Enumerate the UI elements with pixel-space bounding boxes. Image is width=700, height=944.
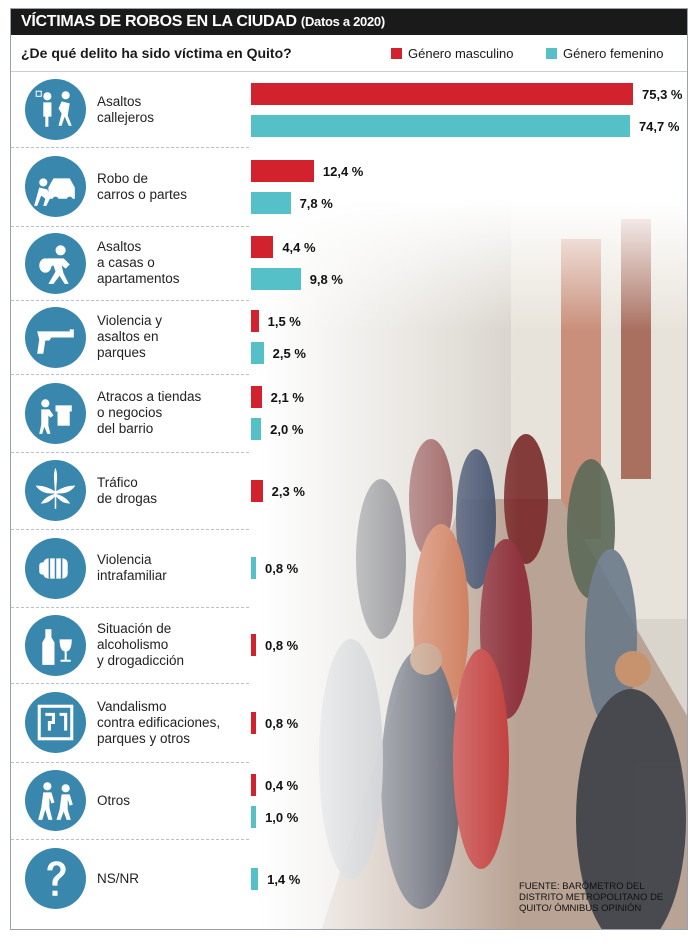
value-label-male: 0,4 %	[265, 778, 299, 793]
chart-row: Violencia y asaltos en parques 1,5 % 2,5 %	[11, 300, 687, 374]
bar-male	[251, 386, 262, 408]
value-label-male: 0,8 %	[265, 638, 299, 653]
value-label-female: 2,5 %	[272, 346, 306, 361]
chart-row: Asaltos a casas o apartamentos 4,4 % 9,8 %	[11, 226, 687, 300]
category-label: Situación de alcoholismo y drogadicción	[97, 621, 185, 668]
burglar-icon	[25, 233, 86, 294]
value-label-male: 2,1 %	[270, 390, 304, 405]
infographic: VÍCTIMAS DE ROBOS EN LA CIUDAD (Datos a …	[10, 8, 688, 930]
row-divider	[11, 607, 249, 608]
bar-male	[251, 236, 274, 258]
value-label-male: 1,5 %	[267, 314, 301, 329]
bar-male	[251, 634, 256, 656]
graffiti-wall-icon	[25, 692, 86, 753]
value-label-male: 2,3 %	[271, 484, 305, 499]
source-note: FUENTE: BARÓMETRO DEL DISTRITO METROPOLI…	[519, 881, 664, 914]
category-label: Robo de carros o partes	[97, 171, 188, 202]
question-row: ¿De qué delito ha sido víctima en Quito?…	[11, 35, 687, 72]
street-crowd-photo	[261, 199, 687, 929]
row-divider	[11, 374, 249, 375]
chart-row: Vandalismo contra edificaciones, parques…	[11, 683, 687, 762]
category-label: Violencia y asaltos en parques	[97, 313, 163, 360]
bar-male	[251, 480, 263, 502]
bar-female	[251, 868, 259, 890]
people-icon	[25, 770, 86, 831]
street-robbery-icon	[25, 79, 86, 140]
question-mark-icon	[25, 848, 86, 909]
category-label: Asaltos callejeros	[97, 94, 155, 125]
title-text: VÍCTIMAS DE ROBOS EN LA CIUDAD	[21, 13, 297, 30]
row-divider	[11, 529, 249, 530]
row-divider	[11, 300, 249, 301]
gun-icon	[25, 307, 86, 368]
fist-icon	[25, 538, 86, 599]
row-divider	[11, 226, 249, 227]
bottle-glass-icon	[25, 615, 86, 676]
chart-row: Atracos a tiendas o negocios del barrio 2…	[11, 374, 687, 452]
bar-female	[251, 115, 630, 137]
row-divider	[11, 762, 249, 763]
value-label-male: 0,8 %	[265, 716, 299, 731]
chart-row: Tráfico de drogas 2,3 %	[11, 452, 687, 529]
cannabis-leaf-icon	[25, 460, 86, 521]
chart-row: Robo de carros o partes 12,4 % 7,8 %	[11, 147, 687, 226]
category-label: NS/NR	[97, 871, 140, 886]
bar-female	[251, 418, 262, 440]
category-label: Violencia intrafamiliar	[97, 552, 167, 583]
chart-row: Situación de alcoholismo y drogadicción 0…	[11, 607, 687, 683]
category-label: Tráfico de drogas	[97, 475, 158, 506]
question-text: ¿De qué delito ha sido víctima en Quito?	[21, 45, 292, 61]
legend-female-swatch	[546, 48, 557, 59]
row-divider	[11, 147, 249, 148]
value-label-female: 1,4 %	[267, 872, 301, 887]
bar-female	[251, 557, 256, 579]
bar-male	[251, 160, 314, 182]
bar-female	[251, 342, 264, 364]
category-label: Vandalismo contra edificaciones, parques…	[97, 699, 221, 746]
value-label-female: 2,0 %	[270, 422, 304, 437]
chart-title: VÍCTIMAS DE ROBOS EN LA CIUDAD (Datos a …	[21, 13, 385, 31]
chart-row: NS/NR 1,4 %	[11, 839, 687, 918]
value-label-female: 74,7 %	[638, 119, 680, 134]
title-subtitle: (Datos a 2020)	[300, 14, 385, 29]
category-label: Atracos a tiendas o negocios del barrio	[97, 389, 202, 436]
legend-female-label: Género femenino	[563, 46, 664, 61]
legend-male-swatch	[391, 48, 402, 59]
bar-male	[251, 774, 256, 796]
value-label-female: 1,0 %	[265, 810, 299, 825]
value-label-female: 0,8 %	[265, 561, 299, 576]
row-divider	[11, 683, 249, 684]
value-label-female: 7,8 %	[299, 196, 333, 211]
category-label: Otros	[97, 793, 131, 808]
category-label: Asaltos a casas o apartamentos	[97, 239, 180, 286]
value-label-male: 4,4 %	[282, 240, 316, 255]
title-bar: VÍCTIMAS DE ROBOS EN LA CIUDAD (Datos a …	[11, 9, 687, 35]
bar-male	[251, 712, 256, 734]
shop-robbery-icon	[25, 383, 86, 444]
chart-row: Asaltos callejeros 75,3 % 74,7 %	[11, 72, 687, 147]
legend-female: Género femenino	[546, 46, 663, 61]
legend-male: Género masculino	[391, 46, 514, 61]
chart-row: Violencia intrafamiliar 0,8 %	[11, 529, 687, 607]
value-label-female: 9,8 %	[309, 272, 343, 287]
car-theft-icon	[25, 156, 86, 217]
bar-male	[251, 310, 259, 332]
bar-male	[251, 83, 633, 105]
bar-female	[251, 806, 257, 828]
bar-female	[251, 268, 301, 290]
row-divider	[11, 452, 249, 453]
bar-female	[251, 192, 291, 214]
value-label-male: 75,3 %	[642, 87, 683, 102]
chart-row: Otros 0,4 % 1,0 %	[11, 762, 687, 839]
row-divider	[11, 839, 249, 840]
legend-male-label: Género masculino	[408, 46, 514, 61]
value-label-male: 12,4 %	[322, 164, 364, 179]
